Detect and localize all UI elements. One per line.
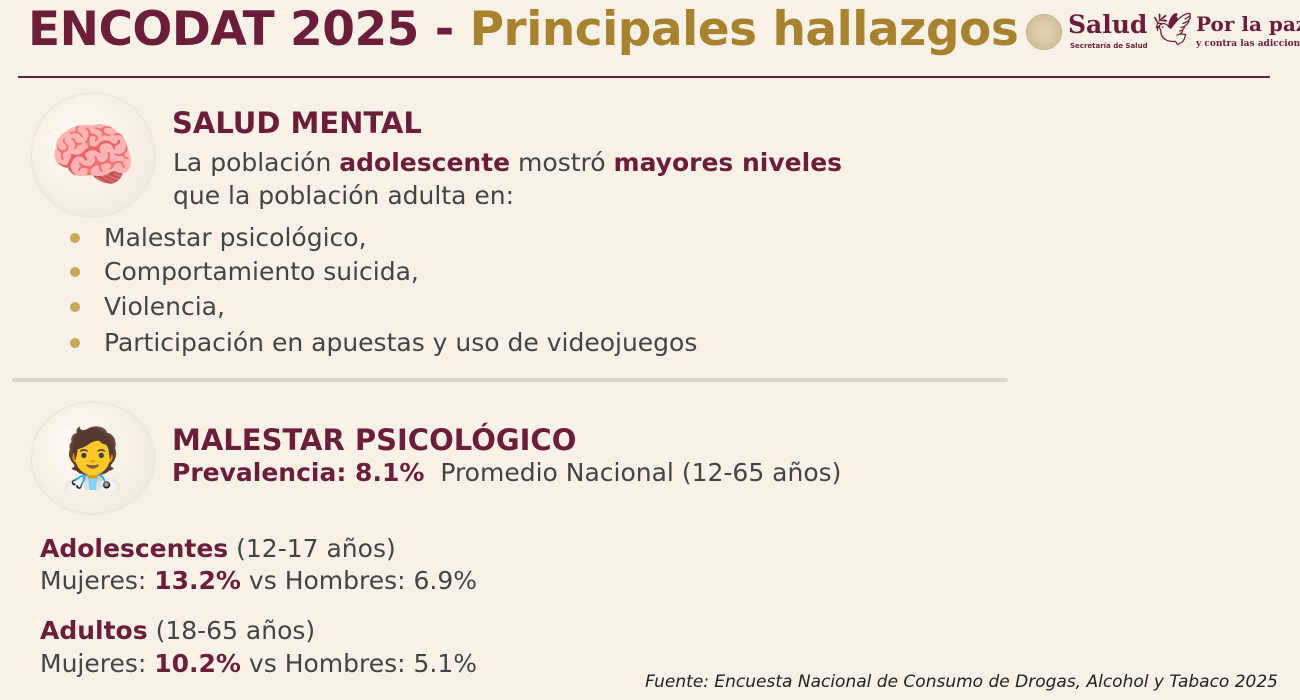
- women-label: Mujeres:: [40, 649, 155, 678]
- paz-logo: Por la paz: [1196, 12, 1300, 36]
- group-label: Adultos: [40, 616, 148, 645]
- group-range: (18-65 años): [147, 616, 316, 645]
- intro-line-1: La población adolescente mostró mayores …: [173, 148, 842, 177]
- bullet-icon: [70, 232, 80, 243]
- adultos-stats: Mujeres: 10.2% vs Hombres: 5.1%: [40, 649, 477, 678]
- intro-text: mostró: [510, 148, 614, 177]
- group-label: Adolescentes: [40, 534, 229, 563]
- adolescentes-heading: Adolescentes (12-17 años): [40, 534, 396, 563]
- list-item: Participación en apuestas y uso de video…: [70, 328, 697, 357]
- adultos-heading: Adultos (18-65 años): [40, 616, 315, 645]
- adolescentes-stats: Mujeres: 13.2% vs Hombres: 6.9%: [40, 566, 477, 595]
- bullet-icon: [70, 301, 80, 312]
- bullet-icon: [70, 266, 80, 277]
- list-item-label: Malestar psicológico,: [104, 223, 367, 252]
- list-item-label: Participación en apuestas y uso de video…: [104, 328, 698, 357]
- intro-line-2: que la población adulta en:: [173, 181, 515, 210]
- intro-bold: adolescente: [339, 148, 511, 177]
- prevalence-note: Promedio Nacional (12-65 años): [440, 458, 842, 487]
- list-item-label: Violencia,: [104, 292, 225, 321]
- source-note: Fuente: Encuesta Nacional de Consumo de …: [645, 672, 1278, 692]
- section-heading-malestar: MALESTAR PSICOLÓGICO: [172, 423, 577, 457]
- intro-bold: mayores niveles: [613, 148, 843, 177]
- title-main: ENCODAT 2025 -: [28, 2, 470, 57]
- bullet-icon: [70, 337, 80, 348]
- men-value: vs Hombres: 6.9%: [240, 566, 478, 595]
- dove-icon: 🕊: [1152, 10, 1193, 48]
- list-item: Violencia,: [70, 292, 225, 321]
- salud-logo-sub: Secretaría de Salud: [1070, 42, 1148, 50]
- women-value: 10.2%: [154, 649, 241, 678]
- mexico-seal-logo: [1026, 14, 1062, 50]
- header-divider: [18, 76, 1270, 78]
- men-value: vs Hombres: 5.1%: [240, 649, 478, 678]
- list-item: Malestar psicológico,: [70, 223, 367, 252]
- list-item: Comportamiento suicida,: [70, 257, 419, 286]
- list-item-label: Comportamiento suicida,: [104, 257, 419, 286]
- section-heading-salud-mental: SALUD MENTAL: [172, 106, 422, 140]
- prevalence-line: Prevalencia: 8.1% Promedio Nacional (12-…: [172, 458, 841, 487]
- psychology-head-icon: 🧑‍⚕️: [32, 403, 154, 513]
- prevalence-value: Prevalencia: 8.1%: [172, 458, 425, 487]
- intro-text: La población: [173, 148, 340, 177]
- title-sub: Principales hallazgos: [469, 2, 1019, 57]
- brain-icon: 🧠: [32, 94, 154, 216]
- page-title: ENCODAT 2025 - Principales hallazgos: [28, 2, 1019, 57]
- paz-logo-sub: y contra las adicciones: [1196, 39, 1300, 49]
- women-value: 13.2%: [154, 566, 241, 595]
- group-range: (12-17 años): [228, 534, 396, 563]
- salud-logo: Salud: [1068, 10, 1148, 39]
- section-divider: [12, 378, 1008, 382]
- women-label: Mujeres:: [40, 566, 155, 595]
